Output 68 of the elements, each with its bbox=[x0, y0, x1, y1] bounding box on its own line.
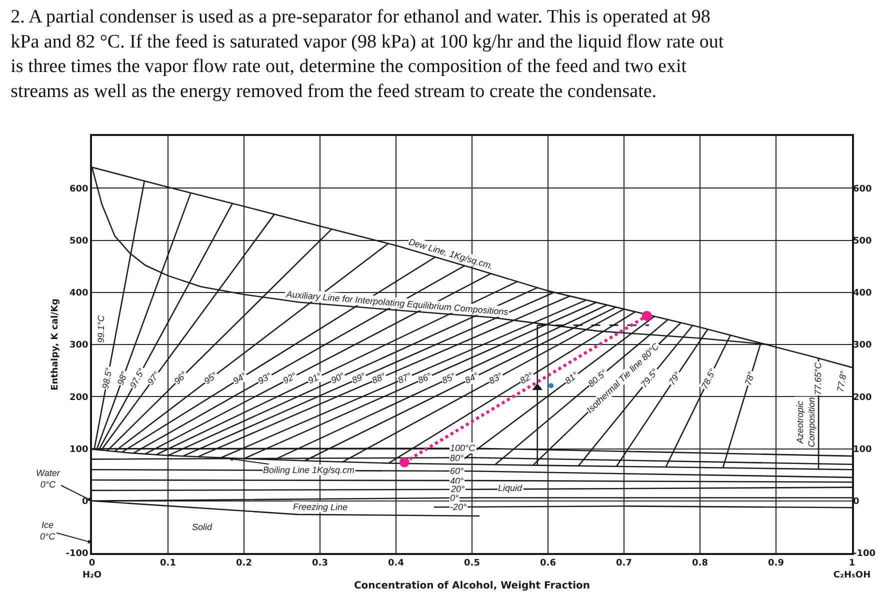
annotation: Boiling Line 1Kg/sq.cm bbox=[263, 465, 356, 475]
text: 84° bbox=[463, 370, 480, 386]
y2-tick-label: 200 bbox=[853, 392, 872, 403]
series-label: 80° bbox=[450, 453, 464, 463]
y2-tick-label: -100 bbox=[853, 549, 876, 560]
x-tick-label: 0.2 bbox=[236, 558, 252, 569]
x-tick-label: 0.4 bbox=[388, 558, 404, 569]
text: Ice 0°C bbox=[40, 520, 56, 542]
text: 94° bbox=[231, 370, 248, 386]
text: 89° bbox=[350, 370, 368, 386]
annotation: Auxiliary Line for Interpolating Equilibrium Compositions bbox=[284, 289, 510, 318]
x-tick-label: 0.9 bbox=[768, 558, 784, 569]
annotation: Water 0°C bbox=[36, 468, 61, 490]
text: 95° bbox=[202, 370, 220, 386]
y-tick-label: -100 bbox=[66, 549, 88, 560]
x-tick-label: 0.3 bbox=[312, 558, 328, 569]
text: 85° bbox=[440, 370, 458, 386]
text: 78.5° bbox=[699, 366, 718, 390]
y2-tick-label: 500 bbox=[853, 236, 872, 246]
annotation: Azeotropic Composition bbox=[794, 397, 817, 448]
text: 97° bbox=[145, 369, 162, 387]
y-axis-title: Enthalpy, K cal/Kg bbox=[50, 298, 61, 390]
series-label: 0° bbox=[450, 493, 460, 503]
text: 79° bbox=[666, 370, 683, 387]
text: 82° bbox=[518, 370, 536, 386]
text: 86° bbox=[416, 370, 434, 386]
text: 78° bbox=[742, 370, 756, 386]
text: 77.65°C bbox=[813, 362, 824, 395]
x-tick-label: 0.5 bbox=[464, 558, 480, 569]
text: 96° bbox=[172, 369, 190, 386]
text: 98.5° bbox=[100, 366, 114, 390]
y-tick-label: 300 bbox=[70, 340, 88, 351]
text: 83° bbox=[487, 370, 504, 386]
text: 91° bbox=[306, 370, 324, 386]
y-tick-label: 600 bbox=[70, 184, 88, 194]
annotation: Solid bbox=[192, 522, 214, 532]
x-tick-label: 1 C₂H₅OH bbox=[833, 558, 871, 580]
chart-title: 2. A partial condenser is used as a pre-separator for ethanol and water. This is operated at 98 kPa and 82 °C. If the feed is saturated vapor (98 kPa) at 100 kg/hr and the liquid flow rate out is three times the vapor flow rate out, determine the composition of the feed and two exit streams as well as the energy removed from the feed stream to create the condensate. bbox=[10, 6, 724, 102]
text: 98° bbox=[115, 370, 130, 386]
y-tick-label: 500 bbox=[70, 236, 88, 246]
y2-tick-label: 100 bbox=[853, 444, 872, 455]
series-label: 100°C bbox=[450, 443, 476, 453]
x-tick-label: 0.1 bbox=[160, 558, 176, 569]
text: 93° bbox=[256, 370, 274, 386]
annotation: Liquid bbox=[498, 483, 524, 493]
x-tick-label: 0 H₂O bbox=[82, 558, 102, 580]
text: 87° bbox=[396, 370, 414, 386]
text: 97.5° bbox=[128, 366, 147, 390]
series-label: 60° bbox=[450, 466, 464, 476]
y2-tick-label: 400 bbox=[853, 288, 872, 299]
series-label: 20° bbox=[450, 484, 466, 494]
x-tick-label: 0.7 bbox=[616, 558, 632, 569]
annotation: 99.1°C bbox=[96, 314, 106, 343]
text: 81° bbox=[563, 370, 580, 386]
x-tick-label: 0.6 bbox=[540, 558, 556, 569]
annotation: Freezing Line bbox=[292, 502, 348, 512]
series-label: -20° bbox=[450, 502, 468, 512]
x-tick-label: 0.8 bbox=[692, 558, 708, 569]
text: 90° bbox=[329, 370, 346, 386]
y-tick-label: 100 bbox=[70, 444, 88, 455]
y2-tick-label: 300 bbox=[853, 340, 872, 351]
y2-tick-label: 600 bbox=[853, 184, 872, 194]
y-tick-label: 200 bbox=[70, 392, 88, 403]
x-axis-title: Concentration of Alcohol, Weight Fraction bbox=[354, 580, 590, 592]
text: 92° bbox=[281, 370, 298, 386]
y-tick-label: 400 bbox=[70, 288, 88, 299]
text: 88° bbox=[370, 370, 388, 386]
annotation: 77.8° bbox=[835, 370, 849, 393]
